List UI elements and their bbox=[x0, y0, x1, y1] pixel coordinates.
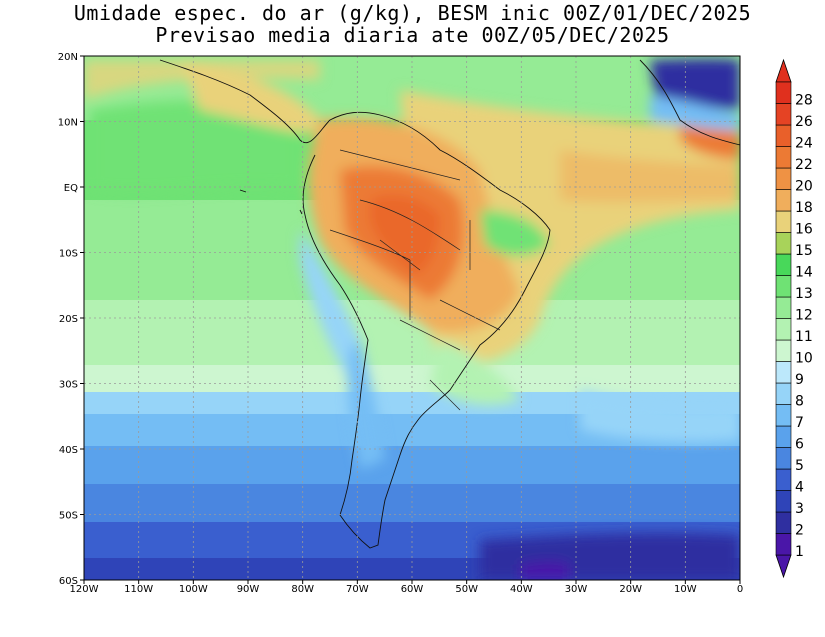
lon-tick-label: 80W bbox=[291, 584, 314, 595]
colorbar-label: 5 bbox=[795, 458, 804, 474]
colorbar-swatch bbox=[775, 318, 792, 341]
colorbar-label: 14 bbox=[795, 265, 813, 281]
lat-tick-label: 50S bbox=[59, 511, 78, 522]
colorbar-label: 8 bbox=[795, 394, 804, 410]
coastline-outline bbox=[159, 59, 740, 549]
latitude-ticks: 20N 10N EQ 10S 20S 30S 40S 50S 60S bbox=[58, 52, 84, 587]
map-title-line-2: Previsao media diaria ate 00Z/05/DEC/202… bbox=[155, 23, 670, 47]
lat-tick-label: 20S bbox=[59, 314, 78, 325]
colorbar-label: 20 bbox=[795, 179, 813, 195]
map-gridlines bbox=[84, 56, 740, 580]
colorbar-swatch bbox=[775, 81, 792, 104]
lon-tick-label: 50W bbox=[455, 584, 478, 595]
lon-tick-label: 30W bbox=[565, 584, 588, 595]
lat-tick-label: 60S bbox=[59, 576, 78, 587]
colorbar-swatch bbox=[775, 425, 792, 448]
colorbar-label: 15 bbox=[795, 243, 813, 259]
colorbar-under-triangle bbox=[775, 554, 792, 579]
longitude-ticks: 120W 110W 100W 90W 80W 70W 60W 50W 40W 30W 20W 10W 0 bbox=[70, 580, 743, 595]
lat-tick-label: 40S bbox=[59, 445, 78, 456]
colorbar-swatch bbox=[775, 124, 792, 147]
colorbar-swatch bbox=[775, 490, 792, 513]
lon-tick-label: 90W bbox=[237, 584, 260, 595]
colorbar-swatch bbox=[775, 404, 792, 427]
lon-tick-label: 0 bbox=[737, 584, 743, 595]
colorbar-swatch bbox=[775, 253, 792, 276]
colorbar-swatch bbox=[775, 189, 792, 212]
colorbar-label: 12 bbox=[795, 308, 813, 324]
lat-tick-label: 20N bbox=[58, 52, 78, 63]
colorbar-label: 1 bbox=[795, 544, 804, 560]
colorbar-swatch bbox=[775, 232, 792, 255]
lon-tick-label: 100W bbox=[179, 584, 208, 595]
colorbar-label: 4 bbox=[795, 480, 804, 496]
map-title-line-1: Umidade espec. do ar (g/kg), BESM inic 0… bbox=[73, 1, 752, 25]
colorbar-swatch bbox=[775, 296, 792, 319]
colorbar-label: 13 bbox=[795, 286, 813, 302]
lon-tick-label: 60W bbox=[401, 584, 424, 595]
colorbar-swatch bbox=[775, 275, 792, 298]
lat-tick-label: 10N bbox=[58, 118, 78, 129]
colorbar-swatch bbox=[775, 511, 792, 534]
colorbar-swatch bbox=[775, 339, 792, 362]
lon-tick-label: 40W bbox=[510, 584, 533, 595]
colorbar-swatch bbox=[775, 210, 792, 233]
colorbar-label: 9 bbox=[795, 372, 804, 388]
lon-tick-label: 120W bbox=[70, 584, 99, 595]
lon-tick-label: 20W bbox=[619, 584, 642, 595]
colorbar-swatch bbox=[775, 103, 792, 126]
colorbar-label: 2 bbox=[795, 523, 804, 539]
colorbar-label: 11 bbox=[795, 329, 813, 345]
colorbar-label: 16 bbox=[795, 222, 813, 238]
colorbar-over-triangle bbox=[775, 58, 792, 83]
colorbar-label: 26 bbox=[795, 114, 813, 130]
colorbar-label: 24 bbox=[795, 136, 813, 152]
colorbar-swatch bbox=[775, 361, 792, 384]
colorbar-label: 7 bbox=[795, 415, 804, 431]
country-borders bbox=[329, 149, 501, 411]
lat-tick-label: 30S bbox=[59, 380, 78, 391]
colorbar-swatch bbox=[775, 533, 792, 556]
colorbar-swatch bbox=[775, 382, 792, 405]
colorbar-label: 6 bbox=[795, 437, 804, 453]
colorbar-swatch bbox=[775, 146, 792, 169]
colorbar-label: 22 bbox=[795, 157, 813, 173]
colorbar-swatch bbox=[775, 447, 792, 470]
lat-tick-label: 10S bbox=[59, 249, 78, 260]
humidity-field bbox=[84, 56, 740, 580]
colorbar-label: 28 bbox=[795, 93, 813, 109]
lon-tick-label: 70W bbox=[346, 584, 369, 595]
lat-tick-label: EQ bbox=[64, 183, 78, 194]
colorbar-label: 18 bbox=[795, 200, 813, 216]
colorbar-swatch bbox=[775, 468, 792, 491]
colorbar-label: 3 bbox=[795, 501, 804, 517]
lon-tick-label: 10W bbox=[674, 584, 697, 595]
lon-tick-label: 110W bbox=[124, 584, 153, 595]
colorbar-swatch bbox=[775, 167, 792, 190]
colorbar-label: 10 bbox=[795, 351, 813, 367]
